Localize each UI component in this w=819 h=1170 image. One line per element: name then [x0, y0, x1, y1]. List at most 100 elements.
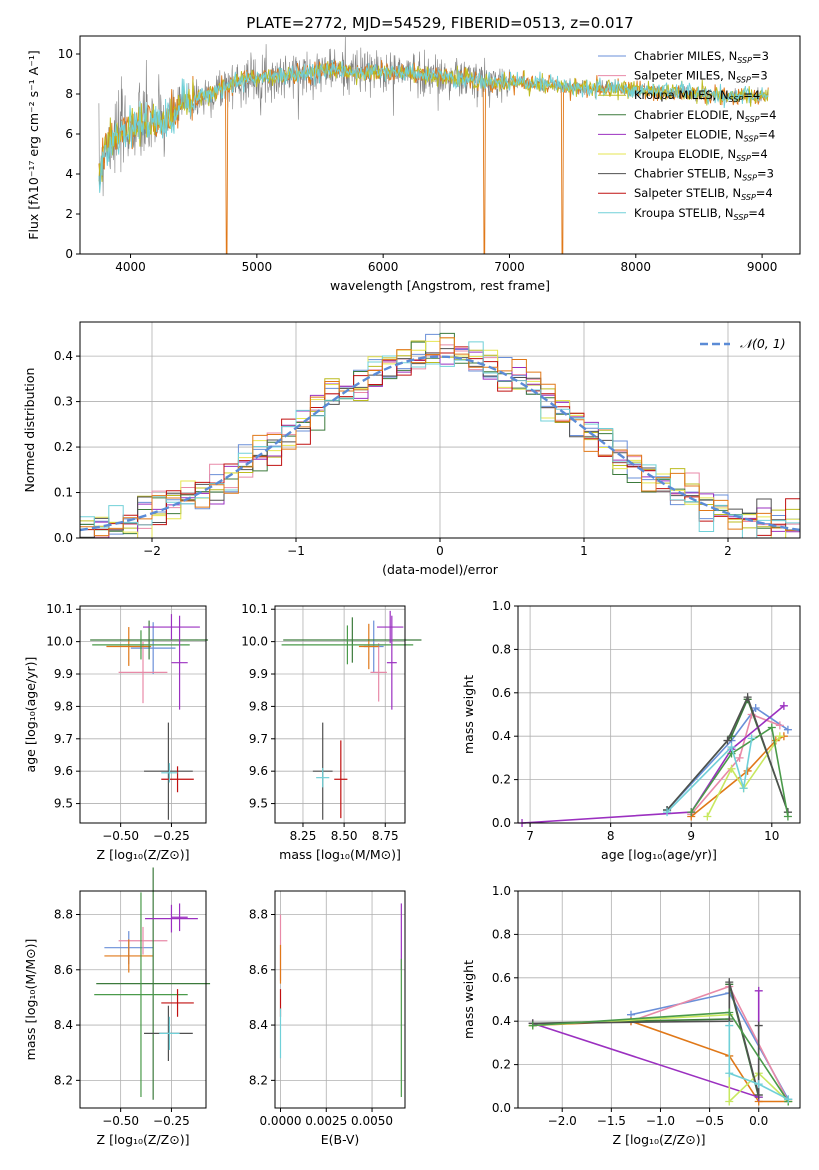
x-axis-label: age [log₁₀(age/yr)]	[601, 847, 717, 862]
legend-label: Salpeter MILES, NSSP=3	[634, 69, 768, 85]
x-tick-label: 10	[764, 829, 779, 843]
x-tick-label: −0.50	[102, 1114, 139, 1128]
x-tick-label: 7000	[494, 260, 525, 274]
y-tick-label: 8.8	[249, 907, 268, 921]
x-tick-label: −2	[143, 544, 161, 558]
x-tick-label: −1.0	[646, 1114, 675, 1128]
plus-marker	[747, 734, 756, 743]
y-tick-label: 0.3	[54, 395, 73, 409]
weight-line	[690, 713, 781, 815]
y-tick-label: 0.2	[54, 440, 73, 454]
axes-frame	[517, 605, 801, 824]
ebv-mass-panel: 0.0000 0.0025 0.0050 8.2 8.4 8.6 8.8 E(B-V)	[249, 890, 406, 1147]
axes-frame	[79, 890, 207, 1109]
y-tick-label: 0.4	[492, 729, 511, 743]
plus-marker	[779, 701, 788, 710]
age-weight-panel: 7 8 9 10 0.0 0.2 0.4 0.6 0.8 1.0 age [log₁₀(age/yr…	[461, 599, 801, 862]
x-tick-label: 4000	[115, 260, 146, 274]
x-tick-label: −0.25	[153, 829, 190, 843]
weight-line	[532, 990, 760, 1099]
x-tick-label: −0.25	[153, 1114, 190, 1128]
x-tick-label: −1.5	[597, 1114, 626, 1128]
plus-marker	[725, 1097, 734, 1106]
plus-marker	[725, 978, 734, 987]
x-tick-label: 7	[526, 829, 534, 843]
plus-marker	[751, 703, 760, 712]
axes-frame	[79, 605, 207, 824]
x-axis-label: Z [log₁₀(Z/Z⊙)]	[97, 1132, 190, 1147]
plus-marker	[775, 732, 784, 741]
x-axis-label: wavelength [Angstrom, rest frame]	[330, 278, 550, 293]
histogram-step	[79, 341, 801, 539]
y-tick-label: 9.5	[249, 797, 268, 811]
y-tick-label: 10.1	[46, 602, 73, 616]
y-tick-label: 0.4	[54, 349, 73, 363]
x-tick-label: 6000	[368, 260, 399, 274]
y-axis-label: age [log₁₀(age/yr)]	[23, 657, 38, 773]
y-tick-label: 4	[65, 167, 73, 181]
x-tick-label: 8	[607, 829, 615, 843]
histogram-step	[79, 337, 801, 538]
legend-label: Kroupa MILES, NSSP=4	[634, 88, 760, 104]
x-tick-label: 0.0	[749, 1114, 768, 1128]
y-tick-label: 8.4	[249, 1018, 268, 1032]
legend-label: Chabrier MILES, NSSP=3	[634, 49, 769, 65]
residuals-panel: −2 −1 0 1 2 0.0 0.1 0.2 0.3 0.4 (data-model)/error…	[22, 321, 801, 577]
y-axis-label: mass weight	[461, 960, 476, 1039]
x-axis-label: (data-model)/error	[382, 562, 499, 577]
legend-label: 𝒩(0, 1)	[740, 336, 786, 351]
plus-marker	[687, 808, 696, 817]
x-tick-label: 0.0050	[351, 1114, 393, 1128]
y-tick-label: 9.9	[249, 667, 268, 681]
x-tick-label: −0.5	[695, 1114, 724, 1128]
x-tick-label: 1	[580, 544, 588, 558]
x-tick-label: 8000	[621, 260, 652, 274]
weight-line	[666, 694, 789, 813]
y-axis-label: mass [log₁₀(M/M⊙)]	[23, 939, 38, 1061]
y-tick-label: 0.6	[492, 686, 511, 700]
legend-label: Salpeter STELIB, NSSP=4	[634, 186, 773, 202]
y-tick-label: 0.6	[492, 971, 511, 985]
y-axis-label: mass weight	[461, 675, 476, 754]
y-tick-label: 0.2	[492, 773, 511, 787]
y-tick-label: 9.7	[249, 732, 268, 746]
plus-marker	[727, 764, 736, 773]
plus-marker	[725, 1008, 734, 1017]
plus-marker	[703, 812, 712, 821]
y-tick-label: 8.6	[54, 963, 73, 977]
x-tick-label: 0	[436, 544, 444, 558]
weight-line	[706, 735, 781, 817]
legend-label: Kroupa STELIB, NSSP=4	[634, 206, 765, 222]
x-tick-label: 9000	[747, 260, 778, 274]
plus-marker	[743, 693, 752, 702]
y-tick-label: 8.2	[54, 1073, 73, 1087]
x-axis-label: E(B-V)	[321, 1132, 360, 1147]
legend-label: Salpeter ELODIE, NSSP=4	[634, 127, 775, 143]
axes-frame	[517, 890, 801, 1109]
plus-marker	[775, 721, 784, 730]
plus-marker	[754, 1021, 763, 1030]
x-tick-label: 8.75	[372, 829, 399, 843]
y-tick-label: 9.9	[54, 667, 73, 681]
axes-frame	[274, 890, 406, 1109]
x-tick-label: −2.0	[548, 1114, 577, 1128]
y-tick-label: 0.8	[492, 642, 511, 656]
y-tick-label: 0.0	[492, 816, 511, 830]
normal-curve	[79, 355, 801, 532]
y-tick-label: 8	[65, 87, 73, 101]
x-tick-label: 8.25	[290, 829, 317, 843]
y-tick-label: 8.6	[249, 963, 268, 977]
plus-marker	[754, 986, 763, 995]
x-tick-label: 2	[724, 544, 732, 558]
weight-line	[690, 735, 785, 818]
x-tick-label: 0.0025	[305, 1114, 347, 1128]
x-tick-label: −1	[287, 544, 305, 558]
model-spectrum-line	[98, 60, 769, 193]
chart-title: PLATE=2772, MJD=54529, FIBERID=0513, z=0…	[246, 14, 633, 32]
y-tick-label: 6	[65, 127, 73, 141]
plus-marker	[735, 753, 744, 762]
y-tick-label: 10.1	[241, 602, 268, 616]
y-axis-label: Flux [fλ10⁻¹⁷ erg cm⁻² s⁻¹ A⁻¹]	[26, 50, 41, 239]
plus-marker	[663, 808, 672, 817]
